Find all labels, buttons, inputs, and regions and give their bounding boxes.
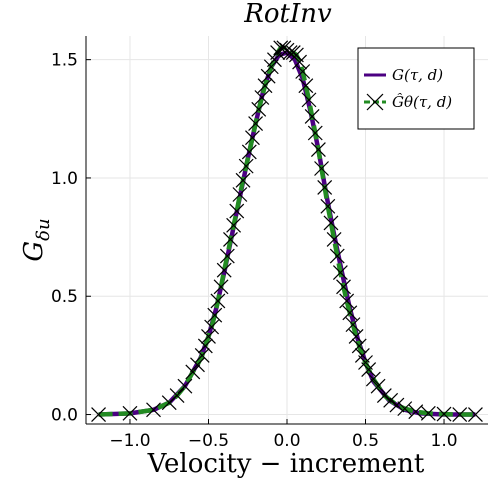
svg-text:Gδu: Gδu bbox=[19, 218, 54, 261]
data-point-marker bbox=[177, 378, 193, 394]
data-point-marker bbox=[201, 329, 216, 344]
data-point-marker bbox=[122, 405, 138, 421]
data-point-marker bbox=[361, 362, 377, 378]
data-point-marker bbox=[260, 68, 276, 84]
data-point-marker bbox=[354, 347, 370, 363]
x-tick-label: −1.0 bbox=[109, 431, 150, 451]
legend-label-series-1: G(τ, d) bbox=[392, 66, 443, 84]
data-point-marker bbox=[452, 407, 468, 422]
data-point-marker bbox=[307, 125, 323, 141]
data-point-marker bbox=[91, 407, 106, 422]
y-axis-title-main: G bbox=[19, 241, 49, 262]
data-point-marker bbox=[185, 364, 201, 380]
data-point-marker bbox=[383, 392, 399, 408]
x-tick-label: 0.0 bbox=[273, 431, 300, 451]
data-point-marker bbox=[257, 78, 273, 94]
legend-box bbox=[357, 47, 475, 130]
x-axis-title: Velocity − increment bbox=[147, 449, 425, 479]
data-point-marker bbox=[301, 92, 317, 108]
data-point-marker bbox=[288, 47, 304, 63]
data-point-marker bbox=[292, 54, 307, 70]
data-point-marker bbox=[320, 198, 336, 214]
data-point-marker bbox=[232, 187, 248, 202]
data-point-marker bbox=[169, 388, 185, 404]
series-line-1 bbox=[98, 50, 476, 417]
data-point-marker bbox=[408, 404, 424, 420]
data-point-marker bbox=[389, 397, 405, 413]
data-point-marker bbox=[345, 317, 361, 333]
data-point-marker bbox=[365, 371, 381, 387]
data-point-marker bbox=[295, 64, 311, 79]
data-point-marker bbox=[210, 293, 226, 309]
data-point-marker bbox=[226, 217, 242, 233]
y-axis-title-sub: δu bbox=[33, 218, 54, 240]
data-point-marker bbox=[223, 232, 238, 247]
data-point-marker bbox=[323, 215, 339, 231]
data-point-marker bbox=[190, 357, 205, 373]
chart-title: RotInv bbox=[243, 0, 332, 29]
legend: G(τ, d) Ĝθ(τ, d) bbox=[357, 47, 475, 130]
data-point-marker bbox=[146, 402, 161, 418]
data-point-marker bbox=[216, 262, 232, 278]
data-point-marker bbox=[235, 172, 251, 188]
x-tick-label: 0.5 bbox=[352, 431, 379, 451]
y-tick-label: 1.5 bbox=[51, 51, 78, 71]
data-point-marker bbox=[270, 45, 286, 60]
data-point-marker bbox=[348, 329, 364, 344]
data-point-marker bbox=[397, 401, 413, 417]
data-point-marker bbox=[245, 130, 260, 146]
data-point-marker bbox=[326, 232, 342, 247]
y-tick-label: 1.0 bbox=[51, 169, 78, 189]
data-point-marker bbox=[314, 161, 329, 176]
data-point-marker bbox=[241, 144, 257, 160]
y-tick-label: 0.0 bbox=[51, 406, 78, 426]
y-axis-title: Gδu bbox=[19, 218, 54, 261]
data-point-marker bbox=[436, 406, 452, 422]
data-point-marker bbox=[219, 248, 235, 264]
data-point-marker bbox=[329, 248, 345, 264]
series-layer bbox=[91, 40, 483, 422]
x-tick-label: 1.0 bbox=[431, 431, 458, 451]
data-point-marker bbox=[197, 338, 213, 354]
data-point-marker bbox=[468, 407, 483, 422]
data-point-marker bbox=[251, 101, 267, 117]
ticks: −1.0 −0.5 0.0 0.5 1.0 0.0 0.5 1.0 1.5 bbox=[51, 51, 458, 451]
data-point-marker bbox=[342, 305, 358, 321]
x-tick-label: −0.5 bbox=[188, 431, 229, 451]
data-point-marker bbox=[248, 116, 264, 131]
legend-label-series-2: Ĝθ(τ, d) bbox=[392, 93, 452, 111]
data-point-marker bbox=[267, 52, 282, 68]
data-point-marker bbox=[254, 90, 270, 105]
data-point-marker bbox=[358, 355, 373, 370]
data-point-marker bbox=[376, 388, 392, 404]
data-point-marker bbox=[204, 319, 220, 335]
data-point-marker bbox=[317, 179, 333, 195]
data-point-marker bbox=[263, 59, 279, 75]
data-point-marker bbox=[370, 378, 386, 394]
data-point-marker bbox=[207, 307, 223, 323]
data-point-marker bbox=[194, 347, 210, 363]
data-point-marker bbox=[310, 142, 326, 157]
data-point-marker bbox=[351, 338, 367, 354]
data-point-marker bbox=[213, 279, 229, 295]
data-point-marker bbox=[298, 78, 314, 94]
data-point-marker bbox=[238, 158, 254, 174]
data-point-marker bbox=[339, 293, 355, 309]
data-point-marker bbox=[420, 405, 436, 421]
y-tick-label: 0.5 bbox=[51, 287, 78, 307]
data-point-marker bbox=[304, 109, 320, 124]
data-point-marker bbox=[229, 203, 245, 219]
data-point-marker bbox=[332, 265, 348, 281]
data-point-marker bbox=[336, 279, 351, 295]
legend-marker-series-2 bbox=[366, 93, 384, 111]
